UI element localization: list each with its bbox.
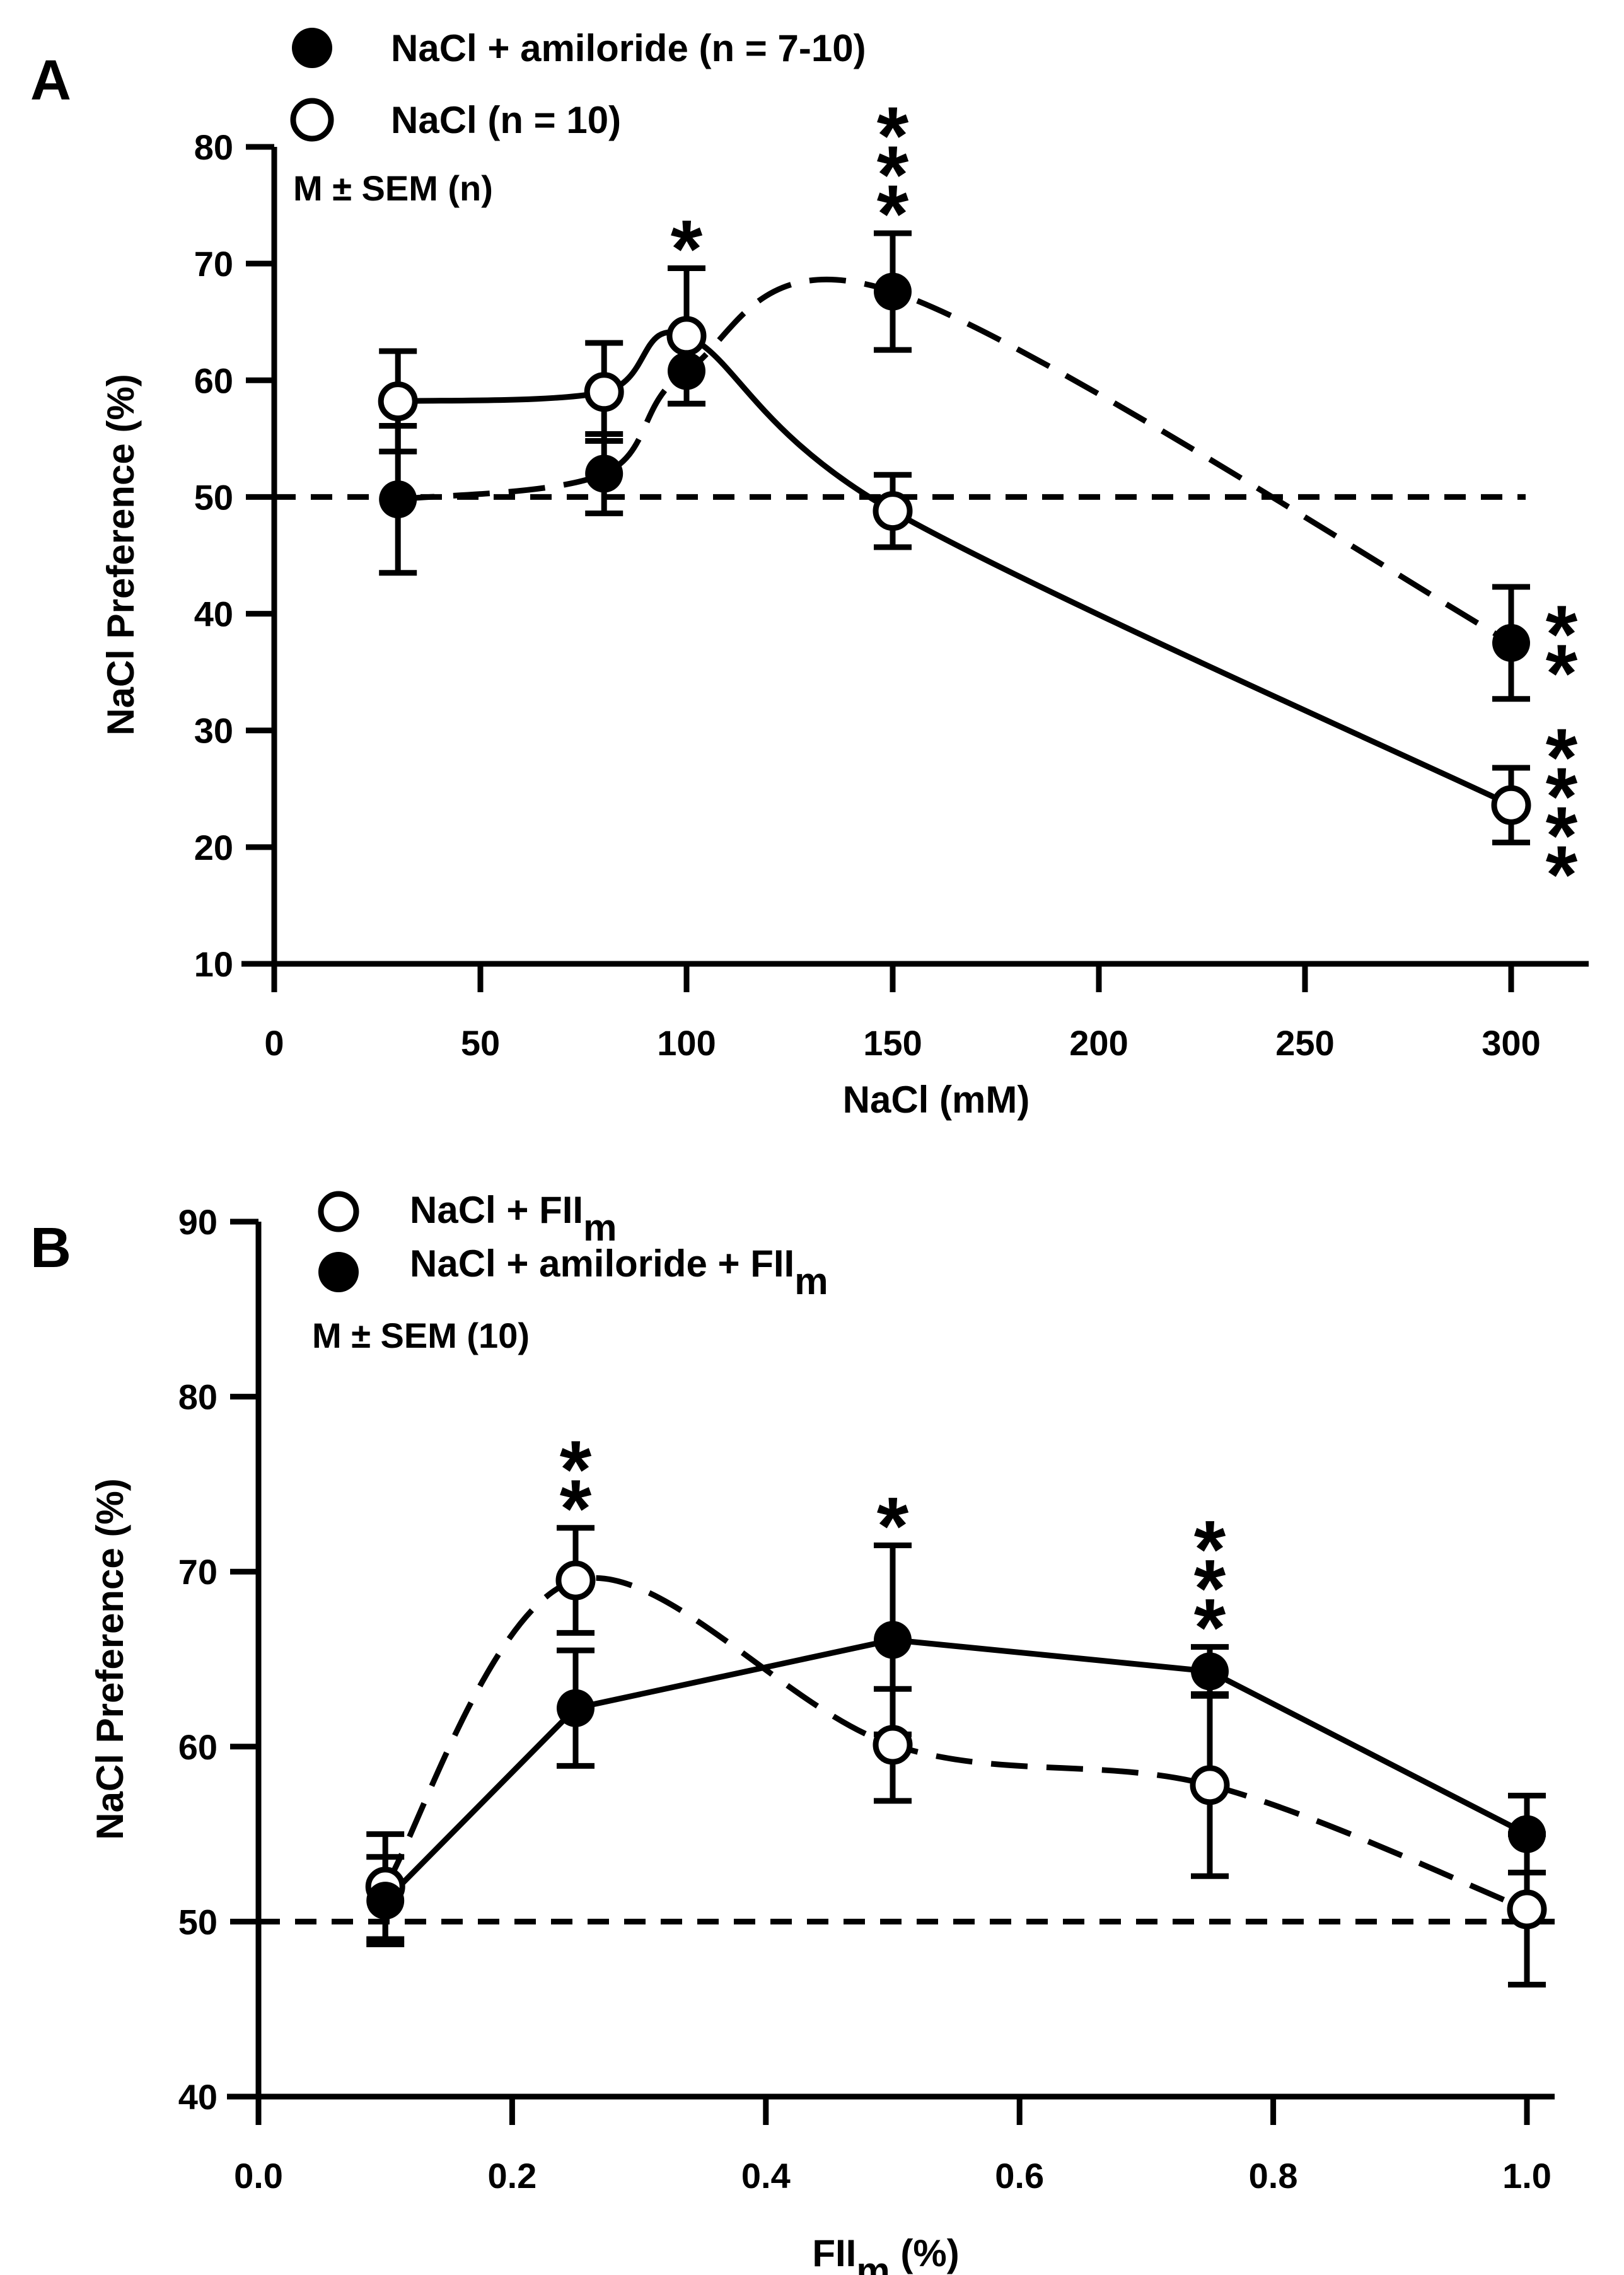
- panel-b-amiloride-fii-solid-line: [383, 1636, 1529, 1903]
- significance-star: *: [877, 90, 909, 182]
- panel-b-x-tick-label: 0.8: [1249, 2156, 1298, 2196]
- panel-a-x-tick-label: 100: [657, 1023, 716, 1063]
- panel-a-x-axis-title: NaCl (mM): [843, 1079, 1030, 1121]
- panel-b: B NaCl + FIIm NaCl + amiloride + FIIm M …: [30, 1189, 1555, 2275]
- significance-star: *: [1546, 711, 1578, 803]
- panel-a-sem-note: M ± SEM (n): [293, 168, 493, 208]
- significance-star: *: [560, 1423, 592, 1515]
- significance-star: *: [1546, 828, 1578, 920]
- panel-a-x-tick-label: 250: [1275, 1023, 1334, 1063]
- panel-a-y-tick-label: 70: [194, 244, 233, 284]
- data-point-open: [555, 1560, 596, 1601]
- significance-star: *: [560, 1462, 592, 1554]
- panel-a-y-tick-label: 30: [194, 711, 233, 751]
- legend-a-series-2-label: NaCl (n = 10): [391, 99, 621, 141]
- panel-b-sem-note: M ± SEM (10): [312, 1316, 530, 1355]
- panel-b-x-tick-label: 1.0: [1502, 2156, 1552, 2196]
- panel-b-y-tick-label: 50: [178, 1902, 218, 1942]
- panel-b-y-tick-label: 40: [178, 2077, 218, 2117]
- significance-star: *: [1194, 1582, 1226, 1674]
- significance-star: *: [877, 129, 909, 221]
- panel-a-x-tick-label: 300: [1482, 1023, 1540, 1063]
- significance-star: *: [1546, 627, 1578, 719]
- panel-a: A NaCl + amiloride (n = 7-10) NaCl (n = …: [30, 27, 1589, 1121]
- data-point-filled: [557, 1689, 594, 1727]
- data-point-filled: [379, 480, 417, 519]
- panel-b-y-tick-label: 90: [178, 1202, 218, 1242]
- legend-a-series-1-label: NaCl + amiloride (n = 7-10): [391, 27, 866, 69]
- panel-a-amiloride-dashed-curve: [397, 276, 1513, 645]
- panel-a-x-tick-label: 150: [863, 1023, 922, 1063]
- panel-b-y-tick-label: 60: [178, 1727, 218, 1767]
- data-point-open: [1507, 1889, 1547, 1930]
- panel-a-y-tick-label: 50: [194, 477, 233, 517]
- data-point-open: [378, 381, 418, 422]
- legend-b-open-marker: [318, 1191, 359, 1232]
- legend-b-filled-marker: [318, 1252, 359, 1292]
- panel-b-x-tick-label: 0.0: [234, 2156, 283, 2196]
- significance-star: *: [1546, 750, 1578, 842]
- legend-a-open-marker: [290, 98, 334, 142]
- significance-star: *: [877, 1480, 909, 1572]
- panel-b-letter: B: [30, 1217, 71, 1280]
- data-point-open: [1190, 1765, 1230, 1805]
- panel-a-nacl-solid-curve: [397, 329, 1512, 808]
- significance-star: *: [671, 203, 703, 295]
- data-point-open: [873, 491, 913, 531]
- panel-b-x-axis-title: FIIm (%): [812, 2232, 959, 2275]
- data-point-filled: [1508, 1815, 1546, 1853]
- data-point-filled: [1492, 623, 1530, 662]
- panel-a-y-tick-label: 20: [194, 828, 233, 867]
- data-point-filled: [668, 352, 705, 390]
- legend-a-filled-marker: [292, 28, 332, 68]
- data-point-filled: [874, 1621, 912, 1659]
- data-point-filled: [1191, 1652, 1229, 1691]
- panel-b-y-tick-label: 80: [178, 1377, 218, 1417]
- panel-a-y-tick-label: 40: [194, 594, 233, 634]
- significance-star: *: [1546, 789, 1578, 881]
- data-point-filled: [366, 1882, 405, 1920]
- panel-a-x-tick-label: 50: [461, 1023, 500, 1063]
- data-point-filled: [874, 272, 912, 311]
- panel-a-x-tick-label: 200: [1069, 1023, 1128, 1063]
- significance-star: *: [1546, 588, 1578, 680]
- panel-b-fii-dashed-curve: [383, 1575, 1528, 1913]
- panel-b-y-tick-label: 70: [178, 1552, 218, 1592]
- panel-a-y-tick-label: 10: [194, 944, 233, 984]
- legend-b-series-2-label: NaCl + amiloride + FIIm: [410, 1242, 828, 1302]
- data-point-open: [873, 1725, 913, 1765]
- data-point-open: [1491, 785, 1531, 825]
- data-point-open: [666, 316, 707, 356]
- data-point-open: [584, 372, 624, 412]
- panel-b-x-tick-label: 0.4: [741, 2156, 791, 2196]
- panel-b-x-tick-label: 0.6: [995, 2156, 1044, 2196]
- panel-b-x-tick-label: 0.2: [487, 2156, 536, 2196]
- significance-star: *: [877, 168, 909, 260]
- panel-a-y-axis-title: NaCl Preference (%): [100, 374, 142, 736]
- panel-b-y-axis-title: NaCl Preference (%): [89, 1478, 131, 1840]
- legend-b-series-1-label: NaCl + FIIm: [410, 1189, 617, 1249]
- panel-a-y-tick-label: 60: [194, 361, 233, 400]
- panel-a-x-tick-label: 0: [264, 1023, 284, 1063]
- panel-a-letter: A: [30, 49, 71, 112]
- panel-a-y-tick-label: 80: [194, 127, 233, 167]
- data-point-filled: [585, 454, 624, 493]
- significance-star: *: [1194, 1503, 1226, 1595]
- significance-star: *: [1194, 1543, 1226, 1635]
